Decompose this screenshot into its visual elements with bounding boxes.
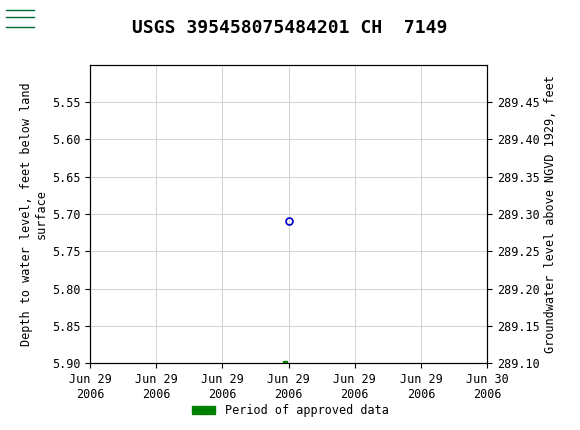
Y-axis label: Groundwater level above NGVD 1929, feet: Groundwater level above NGVD 1929, feet	[544, 75, 557, 353]
Text: USGS 395458075484201 CH  7149: USGS 395458075484201 CH 7149	[132, 19, 448, 37]
Legend: Period of approved data: Period of approved data	[187, 399, 393, 422]
Bar	[5, 3, 35, 35]
Y-axis label: Depth to water level, feet below land
surface: Depth to water level, feet below land su…	[20, 82, 48, 346]
Text: USGS: USGS	[39, 9, 99, 28]
